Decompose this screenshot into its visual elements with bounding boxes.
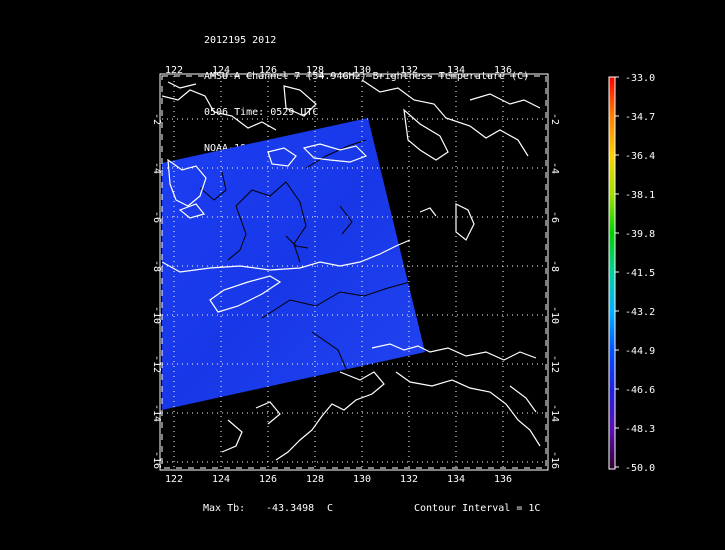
lon-label: 122 [165, 65, 183, 76]
lat-labels-right: -2 -4 -6 -8 -10 -12 -14 -16 [549, 113, 560, 469]
title-satellite: NOAA-19 [204, 143, 247, 154]
colorbar-label: -48.3 [625, 424, 655, 435]
colorbar-label: -50.0 [625, 463, 655, 474]
lon-label: 134 [447, 474, 465, 485]
max-tb-unit: C [327, 503, 334, 514]
lon-label: 136 [494, 474, 512, 485]
colorbar-ticks [615, 76, 619, 468]
lat-label: -14 [151, 404, 162, 422]
colorbar-labels: -33.0 -34.7 -36.4 -38.1 -39.8 -41.5 -43.… [625, 73, 655, 474]
lat-labels-left: -2 -4 -6 -8 -10 -12 -14 -16 [151, 113, 162, 469]
coastlines [162, 79, 541, 461]
lon-label: 132 [400, 65, 418, 76]
map-frame [159, 73, 549, 471]
colorbar-label: -34.7 [625, 112, 655, 123]
colorbar-label: -43.2 [625, 307, 655, 318]
colorbar-label: -46.6 [625, 385, 655, 396]
contour-interval: Contour Interval = 1C [414, 503, 541, 514]
max-tb-label: Max Tb: [203, 503, 246, 514]
lon-label: 126 [259, 65, 277, 76]
lon-label: 128 [306, 65, 324, 76]
lon-label: 130 [353, 65, 371, 76]
lat-label: -16 [549, 451, 560, 469]
lat-label: -16 [151, 451, 162, 469]
graticule [162, 76, 546, 468]
colorbar-label: -33.0 [625, 73, 655, 84]
colorbar-label: -44.9 [625, 346, 655, 357]
colorbar-label: -41.5 [625, 268, 655, 279]
lon-labels-bottom: 122 124 126 128 130 132 134 136 [165, 474, 512, 485]
lon-label: 134 [447, 65, 465, 76]
colorbar-label: -39.8 [625, 229, 655, 240]
lat-label: -8 [549, 260, 560, 272]
map-area [162, 76, 546, 468]
lat-label: -6 [151, 211, 162, 223]
colorbar-label: -36.4 [625, 151, 655, 162]
lat-label: -10 [549, 306, 560, 324]
lat-label: -8 [151, 260, 162, 272]
colorbar-label: -38.1 [625, 190, 655, 201]
lon-label: 136 [494, 65, 512, 76]
lon-label: 124 [212, 65, 230, 76]
lat-label: -2 [549, 113, 560, 125]
satellite-swath [162, 118, 425, 410]
map-frame-inner [161, 75, 547, 469]
lon-labels-top: 122 124 126 128 130 132 134 136 [165, 65, 512, 76]
lat-label: -12 [151, 355, 162, 373]
lon-label: 130 [353, 474, 371, 485]
lon-label: 122 [165, 474, 183, 485]
contour-lines [199, 139, 411, 379]
colorbar [608, 76, 616, 470]
lat-label: -10 [151, 306, 162, 324]
lat-label: -6 [549, 211, 560, 223]
max-tb-value: -43.3498 [266, 503, 315, 514]
lat-label: -4 [151, 162, 162, 174]
lat-label: -12 [549, 355, 560, 373]
lat-label: -2 [151, 113, 162, 125]
lon-label: 132 [400, 474, 418, 485]
lat-label: -4 [549, 162, 560, 174]
lon-label: 126 [259, 474, 277, 485]
title-date: 2012195 2012 [204, 35, 277, 46]
lat-label: -14 [549, 404, 560, 422]
lon-label: 124 [212, 474, 230, 485]
lon-label: 128 [306, 474, 324, 485]
